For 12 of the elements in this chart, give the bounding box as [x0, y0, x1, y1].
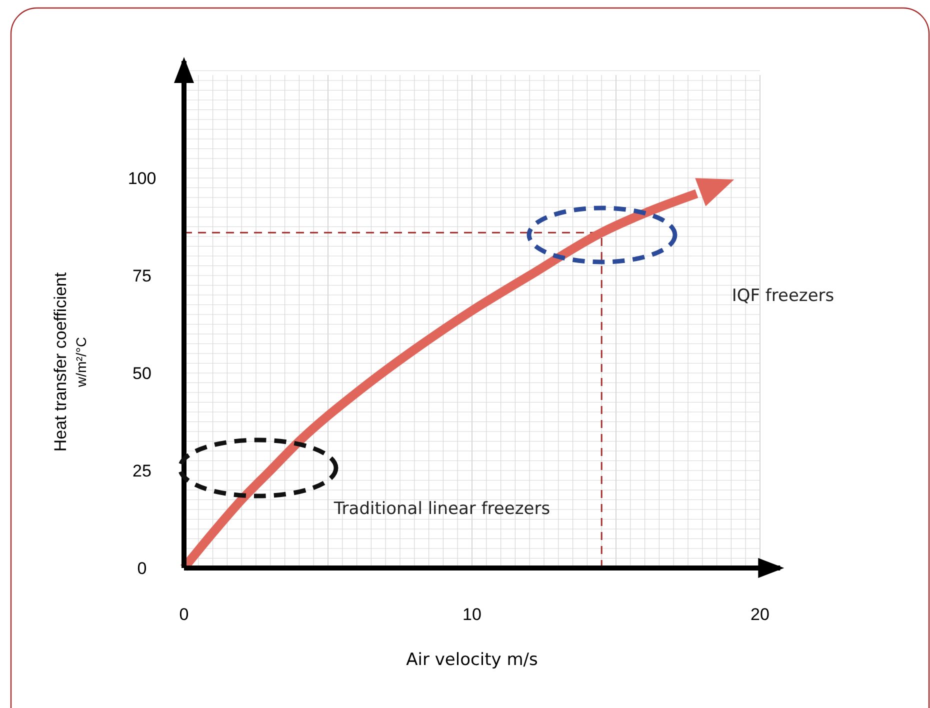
y-tick-label: 75 [132, 266, 152, 286]
x-tick-label: 10 [462, 605, 482, 624]
x-tick-label: 0 [179, 605, 189, 624]
y-tick-label: 100 [128, 169, 156, 188]
y-tick-label: 0 [137, 559, 147, 578]
annotation: IQF freezers [732, 286, 834, 306]
y-tick-label: 25 [132, 462, 152, 480]
annotation: Traditional linear freezers [332, 499, 550, 519]
x-tick-label: 20 [750, 605, 770, 624]
x-axis-title: Air velocity m/s [406, 650, 538, 670]
y-tick-label: 50 [132, 364, 152, 383]
y-axis-title: Heat transfer coefficient w/m²/°C [51, 272, 89, 452]
